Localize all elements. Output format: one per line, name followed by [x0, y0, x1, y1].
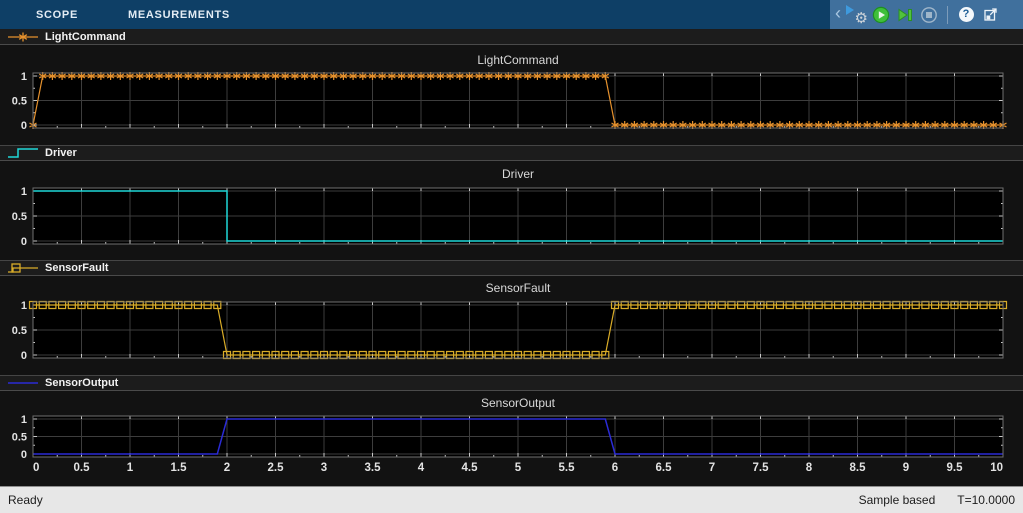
svg-text:9: 9 [903, 462, 909, 474]
toolbar-icon-area: ‹ ⚙ ? [830, 0, 1023, 29]
svg-text:2: 2 [224, 462, 230, 474]
tab-scope[interactable]: SCOPE [36, 8, 79, 21]
collapse-chevron-icon[interactable]: ‹ [835, 3, 841, 23]
svg-text:0.5: 0.5 [12, 325, 27, 337]
svg-text:7: 7 [709, 462, 715, 474]
svg-text:7.5: 7.5 [753, 462, 770, 474]
panel-sensorfault: SensorFault SensorFault 1 0.5 0 [0, 260, 1023, 375]
run-icon [872, 6, 890, 23]
sensoroutput-legend-icon [8, 382, 38, 384]
svg-text:SensorOutput: SensorOutput [481, 396, 556, 410]
svg-text:1: 1 [21, 414, 27, 426]
svg-text:0: 0 [21, 449, 27, 461]
lightcommand-legend-label: LightCommand [45, 30, 126, 43]
help-button[interactable]: ? [954, 3, 978, 27]
status-sample-mode: Sample based [858, 493, 936, 507]
svg-text:0.5: 0.5 [12, 96, 27, 108]
svg-text:2.5: 2.5 [268, 462, 285, 474]
step-forward-button[interactable] [893, 3, 917, 27]
svg-text:0.5: 0.5 [12, 211, 27, 223]
lightcommand-legend-icon [8, 32, 38, 41]
svg-text:0: 0 [21, 350, 27, 362]
svg-text:1: 1 [21, 71, 27, 83]
panel-header-lightcommand[interactable]: LightCommand [0, 29, 1023, 45]
run-button[interactable] [869, 3, 893, 27]
sensoroutput-plot[interactable]: SensorOutput 1 0.5 00 0.5 1 1.5 2 2.5 3 3.5 4 4.5 5 5.… [0, 391, 1023, 486]
simulation-settings-button[interactable]: ⚙ [845, 3, 869, 27]
panel-driver: Driver Driver 1 0.5 0 [0, 145, 1023, 260]
panel-lightcommand: LightCommand LightCommand 1 0.5 0 [0, 29, 1023, 145]
svg-text:0.5: 0.5 [12, 432, 27, 444]
svg-text:8.5: 8.5 [850, 462, 867, 474]
sensorfault-legend-label: SensorFault [45, 262, 109, 274]
svg-text:1: 1 [21, 186, 27, 198]
svg-text:9.5: 9.5 [947, 462, 964, 474]
panel-header-sensorfault[interactable]: SensorFault [0, 260, 1023, 276]
step-forward-icon [898, 8, 912, 21]
svg-text:1: 1 [21, 300, 27, 312]
svg-text:10: 10 [990, 462, 1003, 474]
svg-text:0: 0 [33, 462, 39, 474]
tab-measurements[interactable]: MEASUREMENTS [128, 8, 230, 21]
svg-text:Driver: Driver [502, 167, 534, 181]
svg-text:SensorFault: SensorFault [486, 281, 551, 295]
help-icon: ? [958, 7, 974, 22]
svg-text:3: 3 [321, 462, 327, 474]
svg-text:4.5: 4.5 [462, 462, 479, 474]
toolbar-separator [947, 5, 948, 24]
popout-icon [983, 8, 997, 21]
svg-text:0.5: 0.5 [74, 462, 91, 474]
svg-text:LightCommand: LightCommand [477, 53, 558, 67]
svg-text:6: 6 [612, 462, 618, 474]
panel-header-sensoroutput[interactable]: SensorOutput [0, 375, 1023, 391]
popout-button[interactable] [978, 3, 1002, 27]
svg-text:6.5: 6.5 [656, 462, 673, 474]
svg-text:8: 8 [806, 462, 813, 474]
sensorfault-legend-icon [8, 263, 38, 273]
svg-text:5.5: 5.5 [559, 462, 576, 474]
driver-legend-label: Driver [45, 147, 77, 159]
status-ready: Ready [8, 493, 43, 507]
svg-text:3.5: 3.5 [365, 462, 382, 474]
stop-icon [921, 6, 937, 23]
status-time: T=10.0000 [957, 493, 1015, 507]
stop-button[interactable] [917, 3, 941, 27]
lightcommand-plot[interactable]: LightCommand 1 0.5 0 [0, 45, 1023, 145]
driver-legend-icon [8, 148, 38, 158]
svg-text:0: 0 [21, 120, 27, 132]
toolbar: SCOPE MEASUREMENTS ‹ ⚙ [0, 0, 1023, 29]
svg-text:1: 1 [127, 462, 134, 474]
panel-header-driver[interactable]: Driver [0, 145, 1023, 161]
svg-text:1.5: 1.5 [171, 462, 188, 474]
sensorfault-plot[interactable]: SensorFault 1 0.5 0 [0, 276, 1023, 375]
svg-text:4: 4 [418, 462, 425, 474]
driver-plot[interactable]: Driver 1 0.5 0 [0, 161, 1023, 260]
gear-icon: ⚙ [846, 4, 868, 26]
svg-text:0: 0 [21, 236, 27, 248]
panel-sensoroutput: SensorOutput SensorOutput 1 0.5 0 0 0.5 1 1.5 2 2… [0, 375, 1023, 486]
status-bar: Ready Sample based T=10.0000 [0, 486, 1023, 513]
sensoroutput-legend-label: SensorOutput [45, 377, 119, 389]
svg-text:5: 5 [515, 462, 522, 474]
